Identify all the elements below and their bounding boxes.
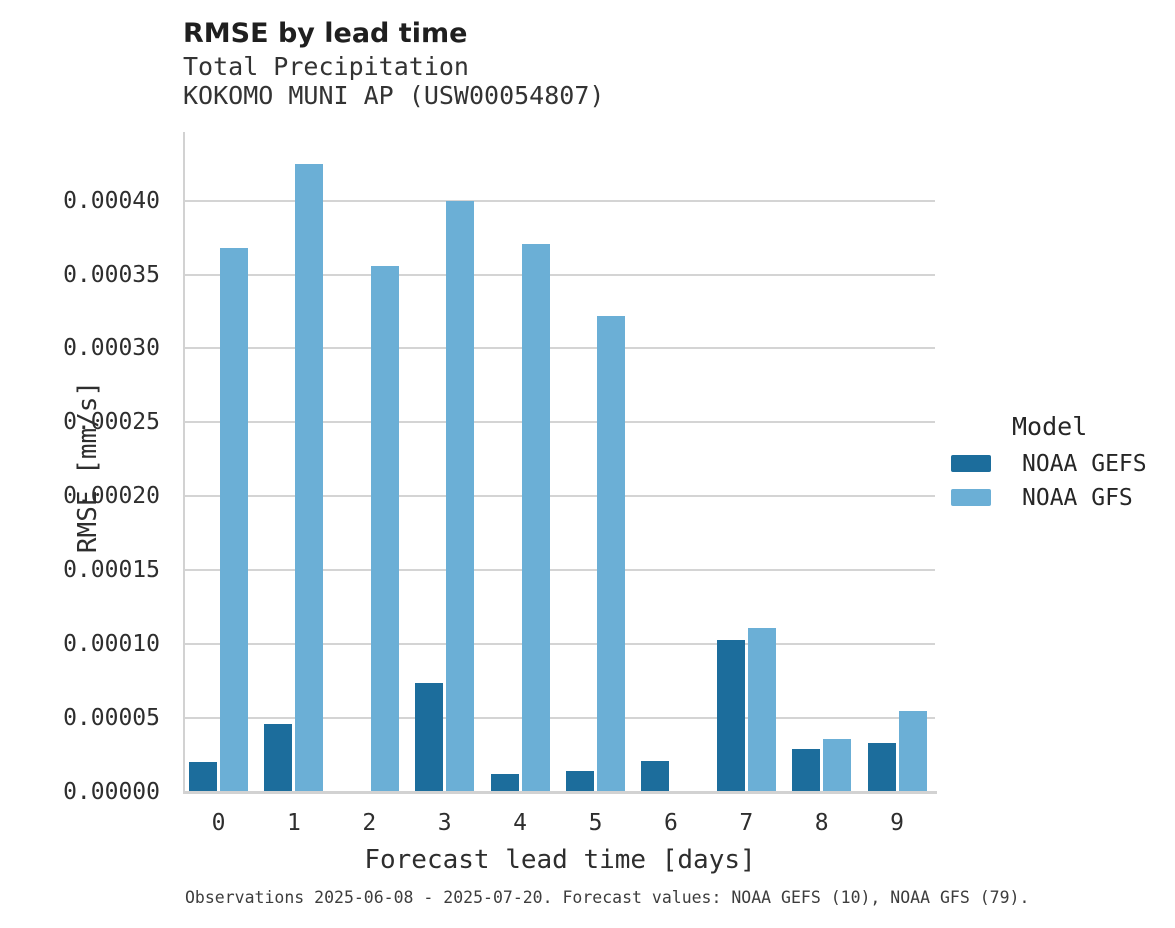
y-tick-label-0.00035: 0.00035 (63, 261, 160, 288)
gridline-0.00025 (185, 421, 935, 424)
plot-area (185, 140, 935, 792)
gridline-0.00010 (185, 643, 935, 646)
x-tick-label-3: 3 (437, 810, 452, 836)
legend-item-noaa-gefs: NOAA GEFS (951, 451, 1171, 477)
x-tick-label-6: 6 (663, 810, 678, 836)
gridline-0.00030 (185, 347, 935, 350)
x-tick-label-9: 9 (890, 810, 905, 836)
x-tick-label-2: 2 (362, 810, 377, 836)
x-tick-label-0: 0 (211, 810, 226, 836)
x-tick-label-4: 4 (513, 810, 528, 836)
gridline-0.00015 (185, 569, 935, 572)
legend-label-noaa-gefs: NOAA GEFS (1022, 450, 1147, 477)
bar-noaa-gfs-lead-7 (747, 627, 776, 792)
chart-subtitle-variable: Total Precipitation (183, 52, 469, 81)
legend: Model NOAA GEFS NOAA GFS (951, 412, 1171, 523)
legend-swatch-noaa-gfs (951, 489, 991, 506)
x-tick-label-8: 8 (814, 810, 829, 836)
y-tick-label-0.00005: 0.00005 (63, 705, 160, 732)
y-tick-label-0.00025: 0.00025 (63, 409, 160, 436)
figure-caption: Observations 2025-06-08 - 2025-07-20. Fo… (185, 888, 1030, 907)
y-tick-label-0.00040: 0.00040 (63, 187, 160, 214)
x-tick-label-5: 5 (588, 810, 603, 836)
bar-noaa-gfs-lead-8 (823, 738, 852, 792)
gridline-0.00005 (185, 717, 935, 720)
bar-noaa-gefs-lead-3 (415, 682, 444, 792)
gridline-0.00035 (185, 273, 935, 276)
y-tick-label-0.00010: 0.00010 (63, 631, 160, 658)
bar-noaa-gefs-lead-6 (641, 761, 670, 792)
bar-noaa-gefs-lead-9 (867, 743, 896, 792)
x-tick-label-7: 7 (739, 810, 754, 836)
chart-title: RMSE by lead time (183, 18, 468, 49)
bar-noaa-gfs-lead-3 (446, 200, 475, 792)
gridline-0.00020 (185, 495, 935, 498)
y-tick-label-0.00020: 0.00020 (63, 483, 160, 510)
gridline-0.00040 (185, 199, 935, 202)
bar-noaa-gefs-lead-5 (566, 771, 594, 792)
bar-noaa-gefs-lead-8 (792, 749, 821, 792)
x-tick-label-1: 1 (286, 810, 301, 836)
bar-noaa-gefs-lead-7 (716, 639, 745, 792)
bar-noaa-gefs-lead-1 (264, 724, 293, 792)
legend-swatch-noaa-gefs (951, 455, 991, 472)
bar-noaa-gfs-lead-4 (521, 243, 550, 792)
bar-noaa-gfs-lead-5 (597, 315, 625, 792)
y-tick-label-0.00015: 0.00015 (63, 557, 160, 584)
bar-noaa-gfs-lead-9 (898, 710, 927, 792)
bar-noaa-gfs-lead-1 (295, 163, 324, 792)
y-tick-label-0.00030: 0.00030 (63, 335, 160, 362)
legend-title: Model (1012, 412, 1088, 441)
bar-noaa-gefs-lead-0 (189, 762, 217, 792)
bar-noaa-gfs-lead-0 (220, 247, 248, 792)
x-axis-spine (183, 791, 937, 794)
y-axis-spine (183, 132, 185, 794)
x-axis-label: Forecast lead time [days] (364, 845, 756, 875)
legend-item-noaa-gfs: NOAA GFS (951, 485, 1171, 511)
y-tick-label-0.00000: 0.00000 (63, 779, 160, 805)
legend-label-noaa-gfs: NOAA GFS (1022, 484, 1133, 511)
bar-noaa-gfs-lead-2 (370, 265, 399, 792)
bar-noaa-gefs-lead-4 (490, 774, 519, 792)
chart-subtitle-station: KOKOMO MUNI AP (USW00054807) (183, 81, 605, 110)
